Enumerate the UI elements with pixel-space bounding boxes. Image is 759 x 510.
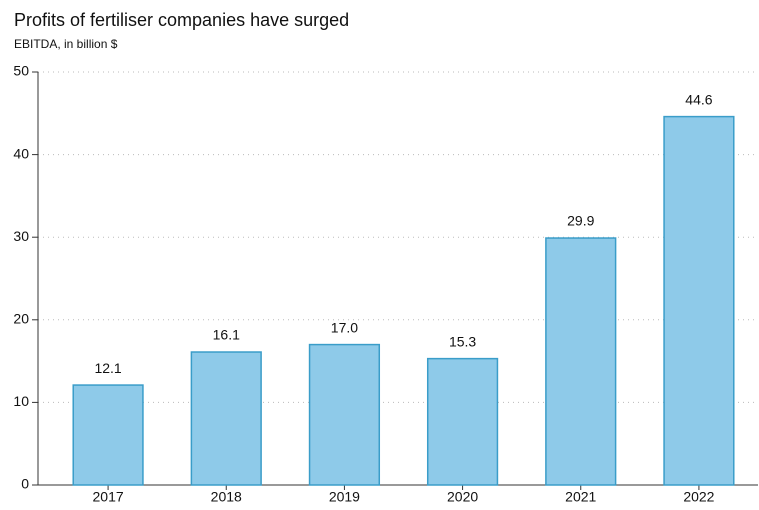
y-tick-label: 20 bbox=[13, 311, 29, 327]
y-tick-label: 50 bbox=[13, 63, 29, 79]
y-tick-label: 10 bbox=[13, 393, 29, 409]
value-label: 17.0 bbox=[331, 319, 358, 335]
y-tick-label: 30 bbox=[13, 228, 29, 244]
x-tick-label: 2017 bbox=[93, 489, 124, 505]
value-label: 15.3 bbox=[449, 333, 476, 349]
value-label: 29.9 bbox=[567, 213, 594, 229]
x-tick-label: 2019 bbox=[329, 489, 360, 505]
bar bbox=[190, 351, 262, 486]
bar bbox=[426, 357, 499, 486]
chart-subtitle: EBITDA, in billion $ bbox=[14, 37, 118, 51]
x-tick-label: 2021 bbox=[565, 489, 596, 505]
value-label: 44.6 bbox=[685, 91, 712, 107]
bar bbox=[545, 237, 617, 486]
y-tick-label: 40 bbox=[13, 145, 29, 161]
y-tick-label: 0 bbox=[21, 476, 29, 492]
bar bbox=[72, 384, 144, 486]
bar bbox=[663, 115, 735, 486]
value-label: 16.1 bbox=[213, 327, 240, 343]
chart-title: Profits of fertiliser companies have sur… bbox=[14, 10, 349, 30]
x-tick-label: 2020 bbox=[447, 489, 478, 505]
x-tick-label: 2018 bbox=[211, 489, 242, 505]
x-tick-label: 2022 bbox=[683, 489, 714, 505]
value-label: 12.1 bbox=[94, 360, 121, 376]
bar bbox=[308, 343, 381, 486]
